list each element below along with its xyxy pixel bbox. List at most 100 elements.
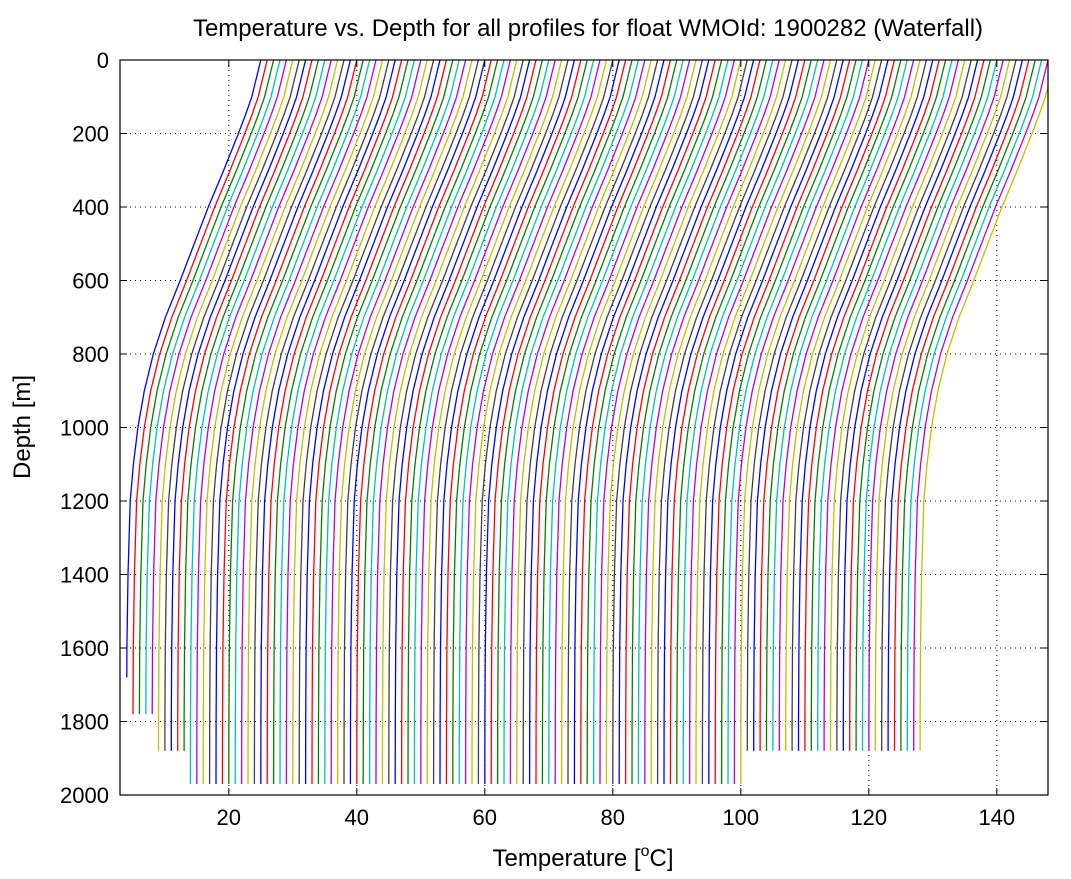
profile-line bbox=[151, 60, 288, 715]
profile-line bbox=[567, 60, 704, 785]
y-tick-label: 800 bbox=[72, 342, 109, 367]
profile-line bbox=[272, 60, 409, 785]
profile-line bbox=[330, 60, 467, 785]
x-tick-label: 120 bbox=[850, 805, 887, 830]
profile-line bbox=[464, 60, 601, 785]
profile-line bbox=[906, 60, 1043, 751]
profile-line bbox=[189, 60, 326, 785]
profile-line bbox=[624, 60, 761, 785]
profile-line bbox=[631, 60, 768, 785]
profile-line bbox=[676, 60, 812, 785]
profile-line bbox=[228, 60, 364, 785]
x-axis-label-unit: C] bbox=[649, 845, 673, 872]
profile-line bbox=[445, 60, 582, 785]
profile-line bbox=[733, 60, 870, 785]
y-axis: 0 200 400 600 800 1000 1200 1400 1600 1800 2000 bbox=[60, 48, 1048, 808]
profile-line bbox=[452, 60, 588, 785]
profile-line bbox=[221, 60, 358, 785]
profile-line bbox=[388, 60, 524, 785]
profile-line bbox=[650, 60, 787, 785]
profile-line bbox=[887, 60, 1024, 751]
profile-line bbox=[266, 60, 403, 785]
profile-line bbox=[413, 60, 550, 785]
y-tick-label: 1800 bbox=[60, 710, 109, 735]
profile-line bbox=[528, 60, 665, 785]
x-tick-label: 20 bbox=[217, 805, 241, 830]
profile-line bbox=[823, 60, 960, 751]
profile-line bbox=[868, 60, 1004, 751]
profile-line bbox=[560, 60, 697, 785]
profile-line bbox=[778, 60, 915, 751]
profile-line bbox=[548, 60, 684, 785]
profile-line bbox=[196, 60, 332, 785]
profile-lines bbox=[126, 60, 1048, 785]
profile-line bbox=[605, 60, 742, 785]
y-tick-label: 1200 bbox=[60, 489, 109, 514]
profile-line bbox=[836, 60, 972, 751]
profile-line bbox=[612, 60, 748, 785]
profile-line bbox=[592, 60, 729, 785]
profile-line bbox=[126, 60, 262, 678]
profile-line bbox=[484, 60, 620, 785]
profile-line bbox=[740, 60, 876, 785]
profile-line bbox=[496, 60, 633, 785]
profile-line bbox=[183, 60, 320, 751]
profile-line bbox=[656, 60, 793, 785]
profile-line bbox=[817, 60, 953, 751]
x-tick-label: 40 bbox=[345, 805, 369, 830]
profile-line bbox=[362, 60, 499, 785]
profile-line bbox=[746, 60, 883, 751]
y-tick-label: 2000 bbox=[60, 783, 109, 808]
x-tick-label: 100 bbox=[722, 805, 759, 830]
profile-line bbox=[375, 60, 512, 785]
profile-line bbox=[490, 60, 627, 785]
profile-line bbox=[432, 60, 569, 785]
profile-line bbox=[522, 60, 659, 785]
profile-line bbox=[420, 60, 556, 785]
profile-line bbox=[177, 60, 313, 751]
profile-line bbox=[644, 60, 780, 785]
profile-line bbox=[772, 60, 908, 751]
y-tick-label: 1600 bbox=[60, 636, 109, 661]
profile-line bbox=[785, 60, 921, 751]
x-axis-label-text: Temperature [ bbox=[493, 845, 641, 872]
profile-line bbox=[164, 60, 300, 751]
profile-line bbox=[145, 60, 281, 715]
profile-line bbox=[810, 60, 947, 751]
profile-line bbox=[804, 60, 940, 751]
x-tick-label: 140 bbox=[978, 805, 1015, 830]
profile-line bbox=[913, 60, 1048, 751]
profile-line bbox=[215, 60, 352, 785]
profile-line bbox=[753, 60, 889, 751]
profile-line bbox=[170, 60, 307, 751]
profile-line bbox=[407, 60, 544, 785]
profile-line bbox=[618, 60, 755, 785]
profile-line bbox=[426, 60, 563, 785]
profile-line bbox=[535, 60, 672, 785]
profile-line bbox=[695, 60, 832, 785]
profile-line bbox=[900, 60, 1036, 751]
profile-line bbox=[861, 60, 998, 751]
y-tick-label: 200 bbox=[72, 122, 109, 147]
profile-line bbox=[157, 60, 294, 751]
profile-line bbox=[132, 60, 268, 715]
y-tick-label: 0 bbox=[97, 48, 109, 73]
profile-line bbox=[260, 60, 396, 785]
profile-line bbox=[580, 60, 716, 785]
profile-line bbox=[874, 60, 1011, 751]
profile-line bbox=[701, 60, 838, 785]
profile-line bbox=[516, 60, 652, 785]
x-tick-label: 80 bbox=[601, 805, 625, 830]
profile-line bbox=[356, 60, 492, 785]
profile-line bbox=[541, 60, 678, 785]
profile-line bbox=[439, 60, 576, 785]
profile-line bbox=[759, 60, 896, 751]
profile-line bbox=[573, 60, 710, 785]
profile-line bbox=[202, 60, 339, 785]
profile-line bbox=[336, 60, 473, 785]
profile-line bbox=[849, 60, 985, 751]
profile-line bbox=[682, 60, 819, 785]
profile-line bbox=[765, 60, 902, 751]
profile-line bbox=[285, 60, 422, 785]
